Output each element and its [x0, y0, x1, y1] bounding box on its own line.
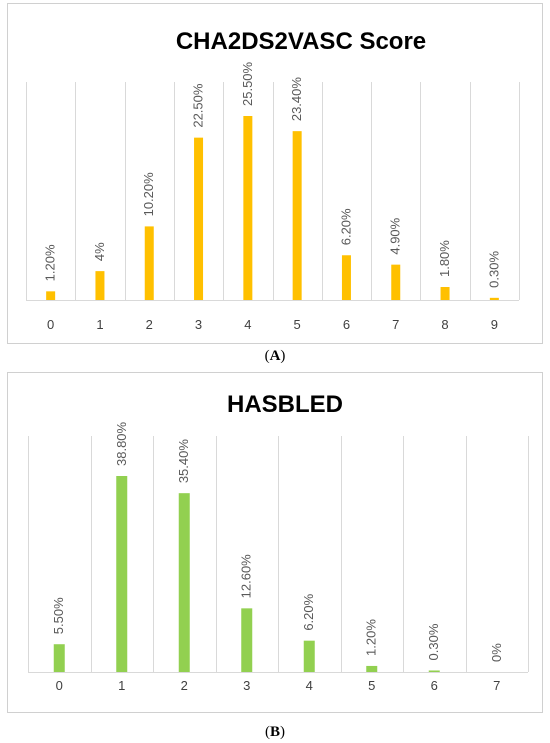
chart-b-gridlines — [28, 436, 529, 673]
chart-hasbled: HASBLED 5.50% 38.80% 35.40% 12.60% 6.20% 1.20… — [7, 372, 543, 740]
chart-a-data-label: 22.50% — [191, 83, 206, 128]
chart-b-x-tick-label: 0 — [56, 678, 63, 693]
chart-a-data-label: 0.30% — [486, 251, 501, 288]
chart-a-bar — [194, 137, 204, 300]
chart-b-x-ticks: 0 1 2 3 4 5 6 7 — [56, 678, 501, 693]
chart-a-bar — [243, 116, 253, 300]
chart-a-bars — [46, 116, 499, 300]
chart-a-title: CHA2DS2VASC Score — [176, 28, 426, 55]
chart-a-x-tick-label: 9 — [491, 317, 498, 332]
chart-a-x-tick-label: 8 — [441, 317, 448, 332]
chart-b-data-label: 35.40% — [176, 439, 191, 484]
chart-a-bar — [144, 226, 154, 300]
chart-a-x-tick-label: 1 — [96, 317, 103, 332]
chart-b-data-labels: 5.50% 38.80% 35.40% 12.60% 6.20% 1.20% 0.30% 0% — [51, 421, 504, 662]
chart-b-bars — [53, 476, 440, 672]
chart-b-bar — [428, 670, 440, 672]
chart-b-bar — [303, 640, 315, 672]
chart-a-x-tick-label: 2 — [146, 317, 153, 332]
chart-a-data-label: 23.40% — [289, 77, 304, 122]
chart-a-data-label: 6.20% — [338, 208, 353, 245]
chart-b-data-label: 5.50% — [51, 597, 66, 634]
chart-b-data-label: 6.20% — [301, 593, 316, 630]
chart-a-bar — [46, 291, 56, 300]
chart-a-caption: (A) — [265, 348, 286, 364]
chart-a-x-tick-label: 7 — [392, 317, 399, 332]
chart-a-data-label: 1.80% — [437, 240, 452, 277]
chart-b-x-tick-label: 5 — [368, 678, 375, 693]
chart-a-data-label: 4.90% — [388, 217, 403, 254]
chart-a-x-tick-label: 6 — [343, 317, 350, 332]
chart-a-x-tick-label: 5 — [294, 317, 301, 332]
chart-a-data-labels: 1.20% 4% 10.20% 22.50% 25.50% 23.40% 6.20% 4.90… — [43, 61, 502, 287]
chart-a-x-tick-label: 0 — [47, 317, 54, 332]
chart-b-data-label: 1.20% — [364, 619, 379, 656]
chart-b-caption: (B) — [265, 724, 285, 740]
chart-b-title: HASBLED — [227, 391, 343, 418]
chart-b-bar — [366, 665, 378, 672]
chart-b-bar — [116, 476, 128, 672]
chart-b-data-label: 12.60% — [239, 554, 254, 599]
chart-a-bar — [391, 264, 401, 300]
chart-b-frame — [7, 372, 543, 713]
chart-b-bar — [53, 644, 65, 672]
chart-b-x-tick-label: 1 — [118, 678, 125, 693]
chart-a-bar — [292, 131, 302, 300]
chart-cha2ds2vasc: CHA2DS2VASC Score 1.20% 4% 10.20% 22.50% 25.… — [7, 3, 543, 364]
chart-a-gridlines — [26, 82, 520, 301]
chart-b-data-label: 38.80% — [114, 421, 129, 466]
chart-b-x-tick-label: 3 — [243, 678, 250, 693]
chart-b-bar — [178, 493, 190, 672]
chart-b-x-tick-label: 7 — [493, 678, 500, 693]
chart-a-bar — [95, 271, 105, 300]
chart-a-x-tick-label: 4 — [244, 317, 251, 332]
chart-a-x-tick-label: 3 — [195, 317, 202, 332]
chart-b-x-tick-label: 2 — [181, 678, 188, 693]
chart-b-data-label: 0% — [489, 643, 504, 662]
chart-a-bar — [341, 255, 351, 300]
chart-b-x-tick-label: 6 — [431, 678, 438, 693]
chart-b-bar — [241, 608, 253, 672]
chart-a-bar — [440, 287, 450, 300]
chart-b-x-tick-label: 4 — [306, 678, 313, 693]
chart-a-data-label: 25.50% — [240, 61, 255, 106]
chart-a-x-ticks: 0 1 2 3 4 5 6 7 8 9 — [47, 317, 498, 332]
chart-a-data-label: 1.20% — [43, 244, 58, 281]
chart-b-data-label: 0.30% — [426, 623, 441, 660]
chart-a-data-label: 10.20% — [141, 172, 156, 217]
chart-a-bar — [489, 297, 499, 300]
chart-a-data-label: 4% — [92, 242, 107, 261]
